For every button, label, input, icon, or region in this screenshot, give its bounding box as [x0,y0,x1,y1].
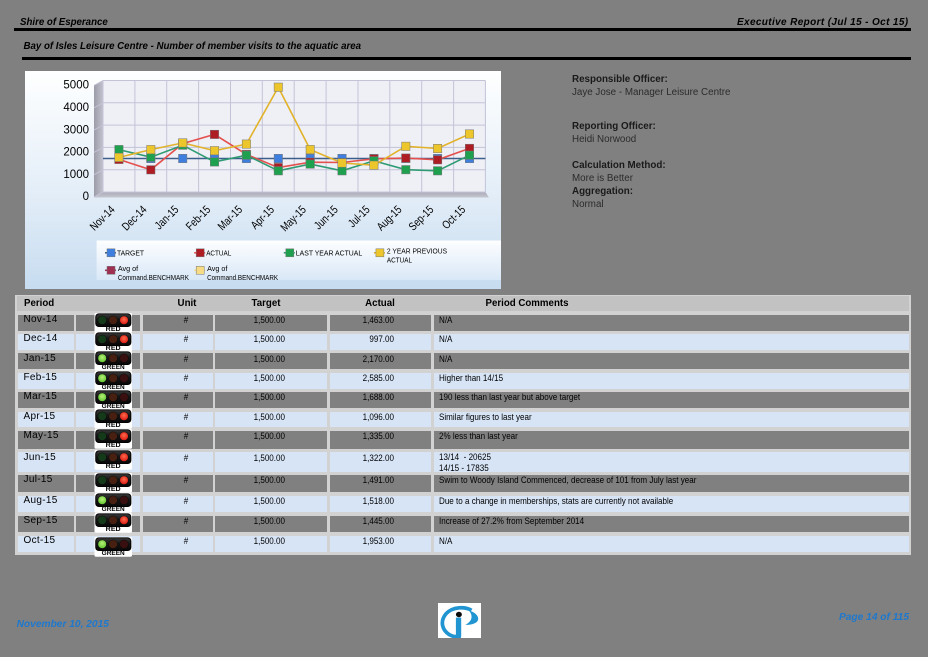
svg-text:3000: 3000 [63,124,89,136]
svg-text:TARGET: TARGET [117,248,145,257]
svg-text:ACTUAL: ACTUAL [206,248,231,257]
svg-text:5000: 5000 [63,80,89,92]
svg-text:RED: RED [106,327,122,333]
svg-text:GREEN: GREEN [102,385,125,391]
svg-text:GREEN: GREEN [102,404,125,410]
svg-text:GREEN: GREEN [102,507,125,513]
svg-text:1000: 1000 [63,169,89,181]
svg-text:RED: RED [106,346,122,352]
svg-text:2 YEAR PREVIOUS: 2 YEAR PREVIOUS [387,246,447,255]
svg-text:RED: RED [106,443,122,449]
svg-text:RED: RED [106,527,122,533]
svg-text:RED: RED [106,423,122,429]
svg-text:4000: 4000 [63,102,89,114]
svg-text:RED: RED [106,464,122,470]
svg-text:Command.BENCHMARK: Command.BENCHMARK [118,273,189,282]
svg-text:Command.BENCHMARK: Command.BENCHMARK [207,273,278,282]
svg-text:2000: 2000 [63,147,89,159]
svg-text:Avg of: Avg of [118,264,138,273]
svg-text:Avg of: Avg of [207,264,227,273]
svg-text:GREEN: GREEN [102,551,125,557]
svg-text:RED: RED [106,487,122,493]
svg-text:LAST YEAR ACTUAL: LAST YEAR ACTUAL [296,248,362,257]
svg-text:ACTUAL: ACTUAL [387,256,412,265]
svg-text:0: 0 [83,191,89,203]
svg-text:GREEN: GREEN [102,365,125,371]
